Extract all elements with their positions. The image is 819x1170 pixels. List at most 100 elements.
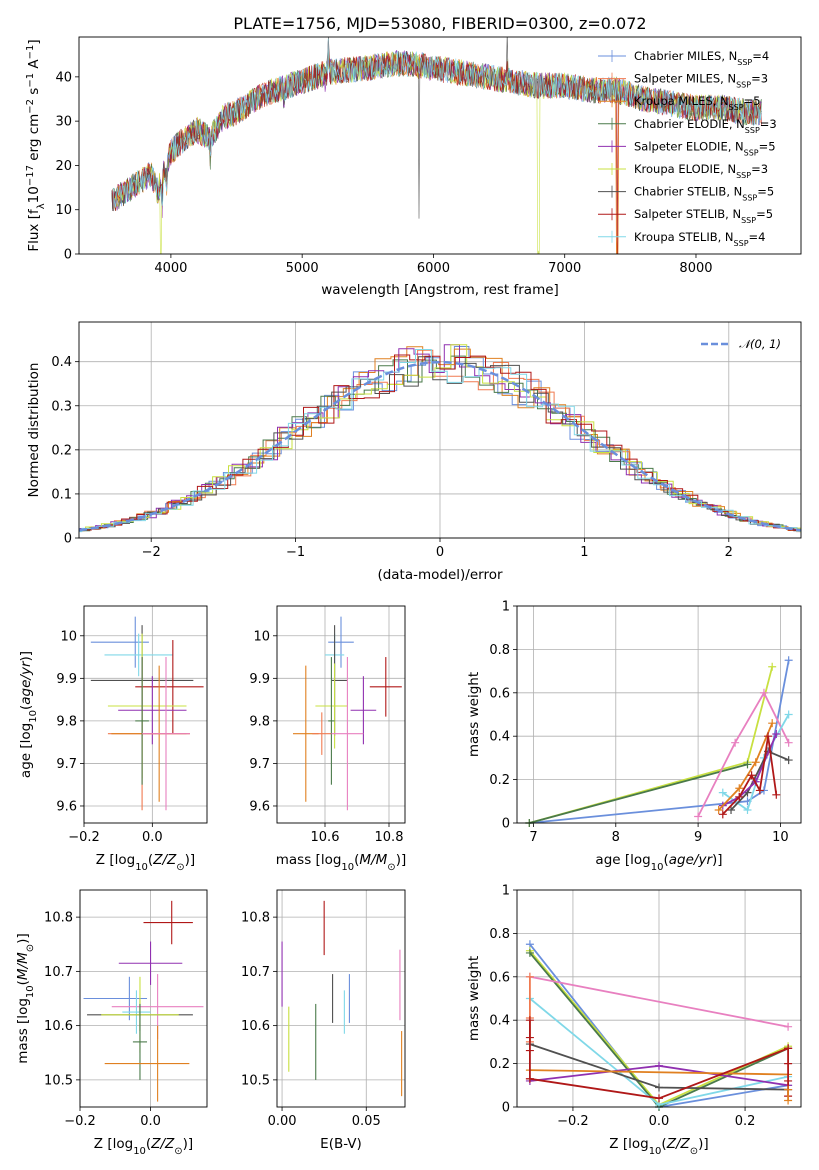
weight-marker [735, 784, 744, 793]
weight-marker [718, 810, 727, 819]
legend-entry: Salpeter ELODIE, NSSP=5 [634, 139, 776, 157]
weight-line-chabrier-miles [529, 660, 790, 824]
label-part: ] [26, 39, 42, 44]
legend-name: Salpeter ELODIE, N [634, 139, 744, 153]
weight-marker [743, 805, 752, 814]
y-tick-label: 0 [502, 817, 510, 832]
label-part: ⊙ [174, 1146, 182, 1157]
label-part: / [675, 1136, 682, 1152]
weight-line-kroupa-miles [529, 1069, 789, 1076]
weight-marker [655, 1061, 663, 1070]
label-part: 10 [135, 862, 148, 873]
spectrum-y-label: Flux [fλ10−17 erg cm−2 s−1 A−1] [25, 39, 47, 251]
label-part: ⊙ [690, 1146, 698, 1157]
legend-entry: Kroupa STELIB, NSSP=4 [634, 230, 765, 248]
histogram-kroupa-elodie [79, 344, 801, 533]
spectrum-plot [111, 37, 762, 254]
weight-marker [772, 730, 781, 739]
y-tick-label: 0.8 [489, 927, 510, 942]
y-tick-label: 10.6 [241, 1019, 270, 1034]
weight-line-extra [529, 975, 789, 1028]
legend-entry: Kroupa ELODIE, NSSP=3 [634, 162, 768, 180]
weight-marker [747, 771, 756, 780]
legend-value: =5 [757, 185, 774, 199]
weight-marker [784, 1085, 793, 1094]
residuals-plot [79, 344, 801, 533]
y-tick-label: 0.4 [489, 1014, 510, 1029]
legend-name: Salpeter MILES, N [634, 72, 736, 86]
legend-entry: Chabrier STELIB, NSSP=5 [634, 185, 774, 203]
weight-line-chabrier-elodie [529, 763, 748, 824]
y-tick-label: 9.8 [249, 714, 270, 729]
x-tick-label: 0.0 [140, 1114, 161, 1129]
y-tick-label: 0.3 [51, 399, 72, 414]
label-part: λ [36, 203, 47, 209]
legend-value: =4 [749, 230, 766, 244]
mass-vs-EBV-x-label: E(B-V) [320, 1136, 362, 1152]
label-part: Z [152, 852, 163, 868]
label-part: −1 [25, 45, 36, 60]
legend-value: =5 [756, 207, 773, 221]
legend-entry: Chabrier MILES, NSSP=4 [634, 49, 769, 67]
weight-line-salpeter-elodie [722, 733, 778, 807]
label-part: )] [185, 852, 196, 868]
label-part: age [ [18, 743, 34, 778]
label-part: / [370, 852, 377, 868]
legend-sub: SSP [737, 58, 752, 67]
label-part: log [321, 852, 342, 868]
normal-curve [79, 360, 801, 532]
x-tick-label: 0.0 [649, 1114, 670, 1129]
mass-vs-Z-frame [79, 889, 208, 1108]
weight-marker [731, 738, 740, 747]
y-tick-label: 0 [64, 532, 72, 547]
legend-name: Salpeter STELIB, N [634, 207, 741, 221]
x-tick-label: −2 [142, 545, 161, 560]
age-vs-Z-y-label: age [log10(age/yr)] [18, 651, 39, 778]
x-tick-label: −0.2 [557, 1114, 589, 1129]
x-tick-label: 0.00 [268, 1114, 297, 1129]
weight-marker [784, 1044, 793, 1053]
weight-marker [718, 788, 727, 797]
mass-vs-Z-x-label: Z [log10(Z/Z⊙)] [94, 1136, 193, 1157]
x-tick-label: 10 [772, 830, 789, 845]
weight-vs-age-y-label: mass weight [466, 672, 482, 757]
label-part: / [18, 674, 34, 681]
y-tick-label: 0.6 [489, 686, 510, 701]
residuals-frame [78, 321, 802, 539]
legend-sub: SSP [736, 171, 751, 180]
label-part: M [15, 968, 31, 980]
x-tick-label: −0.2 [64, 1114, 96, 1129]
weight-marker [784, 738, 793, 747]
weight-vs-age-frame [516, 605, 802, 824]
legend-entry: Salpeter STELIB, NSSP=5 [634, 207, 773, 225]
x-tick-label: 6000 [417, 261, 450, 276]
legend-name: Chabrier MILES, N [634, 49, 737, 63]
label-part: Z [ [609, 1136, 628, 1152]
x-tick-label: 8000 [679, 261, 712, 276]
y-tick-label: 9.7 [56, 757, 77, 772]
x-tick-label: 10.6 [311, 830, 340, 845]
weight-marker [655, 1083, 663, 1092]
y-tick-label: 9.7 [249, 757, 270, 772]
weight-marker [784, 756, 793, 765]
figure-title: PLATE=1756, MJD=53080, FIBERID=0300, z=0… [233, 14, 646, 33]
x-tick-label: 0.2 [735, 1114, 756, 1129]
y-tick-label: 0 [64, 248, 72, 263]
legend-name: Kroupa MILES, N [634, 94, 729, 108]
x-tick-label: 9 [694, 830, 702, 845]
label-part: )] [698, 1136, 709, 1152]
label-part: ( [146, 1136, 151, 1152]
label-part: ( [661, 1136, 666, 1152]
label-part: A [26, 59, 42, 73]
x-tick-label: 0.0 [142, 830, 163, 845]
label-part: )] [18, 651, 34, 662]
label-part: log [113, 1136, 134, 1152]
residuals-x-label: (data-model)/error [377, 567, 503, 583]
label-part: M [15, 952, 31, 964]
legend-entry: Chabrier ELODIE, NSSP=3 [634, 117, 777, 135]
y-tick-label: 1 [502, 884, 510, 899]
y-tick-label: 0 [502, 1101, 510, 1116]
label-part: ( [663, 852, 668, 868]
y-tick-label: 10.7 [44, 965, 73, 980]
weight-line-kroupa-miles [718, 722, 774, 811]
